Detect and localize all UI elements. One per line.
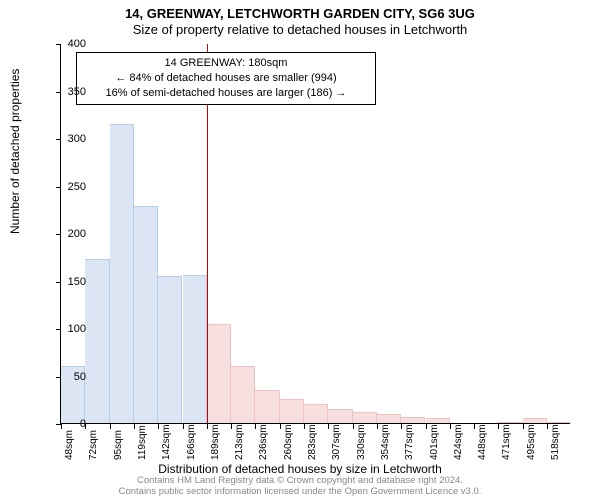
xtick-label: 354sqm (380, 430, 391, 460)
histogram-bar (183, 275, 207, 423)
info-box: 14 GREENWAY: 180sqm← 84% of detached hou… (76, 52, 376, 105)
ytick-label: 300 (46, 133, 86, 145)
footer-line2: Contains public sector information licen… (119, 486, 482, 497)
xtick-label: 283sqm (307, 430, 318, 460)
histogram-bar (377, 414, 401, 424)
xtick-label: 119sqm (137, 430, 148, 460)
xtick-mark (328, 424, 329, 429)
ytick-label: 400 (46, 38, 86, 50)
xtick-label: 213sqm (234, 430, 245, 460)
histogram-bar (547, 422, 571, 423)
footer-line1: Contains HM Land Registry data © Crown c… (137, 475, 463, 486)
ytick-label: 50 (46, 371, 86, 383)
y-axis-label: Number of detached properties (8, 69, 22, 234)
histogram-bar (280, 399, 304, 423)
xtick-mark (110, 424, 111, 429)
xtick-mark (353, 424, 354, 429)
histogram-bar (353, 412, 377, 423)
xtick-label: 330sqm (356, 430, 367, 460)
xtick-mark (426, 424, 427, 429)
xtick-label: 95sqm (113, 430, 124, 460)
info-line3: 16% of semi-detached houses are larger (… (85, 86, 367, 101)
xtick-mark (377, 424, 378, 429)
histogram-bar (328, 409, 352, 423)
xtick-label: 48sqm (64, 430, 75, 460)
xtick-mark (498, 424, 499, 429)
histogram-bar (498, 422, 522, 423)
ytick-label: 100 (46, 323, 86, 335)
xtick-label: 401sqm (429, 430, 440, 460)
ytick-label: 0 (46, 418, 86, 430)
plot-wrap: 48sqm72sqm95sqm119sqm142sqm166sqm189sqm2… (60, 44, 570, 424)
xtick-mark (158, 424, 159, 429)
xtick-label: 495sqm (526, 430, 537, 460)
histogram-bar (134, 206, 158, 423)
chart-title: 14, GREENWAY, LETCHWORTH GARDEN CITY, SG… (0, 0, 600, 21)
xtick-label: 142sqm (161, 430, 172, 460)
ytick-label: 350 (46, 86, 86, 98)
ytick-label: 250 (46, 181, 86, 193)
xtick-mark (547, 424, 548, 429)
footer: Contains HM Land Registry data © Crown c… (0, 476, 600, 498)
histogram-bar (207, 324, 231, 423)
histogram-bar (158, 276, 182, 423)
xtick-label: 448sqm (477, 430, 488, 460)
xtick-mark (280, 424, 281, 429)
xtick-mark (304, 424, 305, 429)
xtick-mark (183, 424, 184, 429)
xtick-label: 518sqm (550, 430, 561, 460)
chart-subtitle: Size of property relative to detached ho… (0, 21, 600, 37)
xtick-mark (134, 424, 135, 429)
xtick-mark (523, 424, 524, 429)
xtick-label: 166sqm (186, 430, 197, 460)
histogram-bar (85, 259, 109, 423)
histogram-bar (304, 404, 328, 423)
histogram-bar (426, 418, 450, 423)
xtick-label: 236sqm (258, 430, 269, 460)
xtick-mark (255, 424, 256, 429)
xtick-mark (450, 424, 451, 429)
histogram-bar (401, 417, 425, 423)
xtick-label: 307sqm (331, 430, 342, 460)
ytick-label: 150 (46, 276, 86, 288)
xtick-mark (231, 424, 232, 429)
chart-root: 14, GREENWAY, LETCHWORTH GARDEN CITY, SG… (0, 0, 600, 500)
x-axis-label: Distribution of detached houses by size … (0, 462, 600, 476)
xtick-mark (401, 424, 402, 429)
info-line1: 14 GREENWAY: 180sqm (85, 56, 367, 71)
plot-area: 48sqm72sqm95sqm119sqm142sqm166sqm189sqm2… (60, 44, 570, 424)
xtick-label: 189sqm (210, 430, 221, 460)
xtick-mark (474, 424, 475, 429)
ytick-label: 200 (46, 228, 86, 240)
histogram-bar (523, 418, 547, 423)
xtick-label: 471sqm (501, 430, 512, 460)
xtick-label: 424sqm (453, 430, 464, 460)
histogram-bar (231, 366, 255, 423)
info-line2: ← 84% of detached houses are smaller (99… (85, 71, 367, 86)
histogram-bar (110, 124, 134, 423)
histogram-bar (255, 390, 279, 423)
xtick-label: 72sqm (88, 430, 99, 460)
xtick-mark (207, 424, 208, 429)
xtick-label: 377sqm (404, 430, 415, 460)
xtick-label: 260sqm (283, 430, 294, 460)
